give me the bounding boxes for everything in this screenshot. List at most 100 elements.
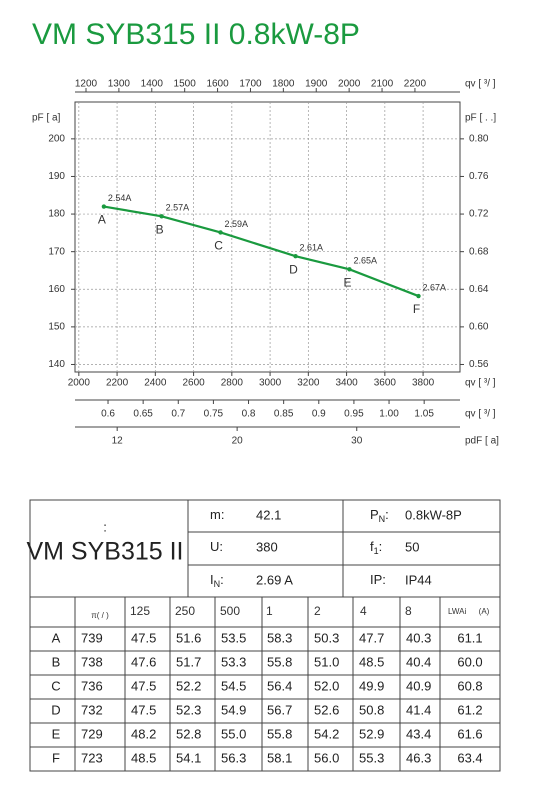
plot-frame — [74, 101, 461, 373]
x-tick-label: 3000 — [259, 378, 282, 389]
table-header: 2 — [314, 604, 321, 618]
spec-subscript: N — [379, 514, 386, 524]
spec-symbol: I — [210, 572, 214, 587]
table-cell: 54.5 — [221, 678, 246, 693]
table-cell: 55.0 — [221, 726, 246, 741]
x3-tick-label: 0.6 — [101, 409, 115, 420]
x3-tick-label: 1.00 — [379, 409, 399, 420]
spec-symbol: m: — [210, 507, 224, 522]
x2-tick-label: 1700 — [239, 79, 262, 90]
x2-axis-label: qv [ ³/ ] — [465, 79, 496, 90]
x-tick-label: 2200 — [106, 378, 129, 389]
x3-axis-label: qv [ ³/ ] — [465, 409, 496, 420]
point-letter: A — [98, 213, 106, 227]
table-header: LWAi — [448, 607, 466, 616]
x2-tick-label: 1400 — [141, 79, 164, 90]
x3-tick-label: 0.9 — [312, 409, 326, 420]
spec-value: 0.8kW-8P — [405, 507, 462, 522]
x2-tick-label: 1500 — [174, 79, 197, 90]
point-current: 2.65A — [353, 256, 377, 266]
table-header: 250 — [175, 604, 195, 618]
spec-symbol: f — [370, 539, 374, 554]
row-label: E — [52, 726, 61, 741]
point-letter: D — [289, 262, 298, 276]
spec-subscript: 1 — [374, 546, 379, 556]
table-cell: 56.0 — [314, 750, 339, 765]
point — [218, 230, 223, 235]
x4-tick-label: 20 — [232, 436, 244, 447]
table-cell: 48.5 — [131, 750, 156, 765]
table-cell: 46.3 — [406, 750, 431, 765]
spec-label: U: — [210, 539, 223, 554]
x3-tick-label: 0.85 — [274, 409, 294, 420]
table-cell: 61.2 — [457, 702, 482, 717]
chart-title: VM SYB315 II 0.8kW-8P — [32, 18, 360, 51]
table-cell: 47.6 — [131, 654, 156, 669]
x-tick-label: 3600 — [374, 378, 397, 389]
table-cell: 48.5 — [359, 654, 384, 669]
spec-label: f1: — [370, 539, 382, 556]
spec-label: m: — [210, 507, 224, 522]
spec-symbol: IP: — [370, 572, 386, 587]
table-cell: 50.3 — [314, 630, 339, 645]
x3-tick-label: 0.75 — [204, 409, 224, 420]
table-lines — [29, 499, 501, 772]
table-cell: 56.7 — [267, 702, 292, 717]
table-cell: 53.3 — [221, 654, 246, 669]
x2-tick-label: 1800 — [272, 79, 295, 90]
table-cell: 739 — [81, 630, 103, 645]
point-letter: C — [214, 239, 223, 253]
point-current: 2.59A — [225, 219, 249, 229]
x2-tick-label: 1200 — [75, 79, 98, 90]
table-header: 125 — [130, 604, 150, 618]
y2-tick-label: 0.64 — [469, 284, 489, 295]
table-cell: 738 — [81, 654, 103, 669]
point — [159, 214, 164, 219]
x3-tick-label: 0.95 — [344, 409, 364, 420]
x2-tick-label: 2100 — [371, 79, 394, 90]
x4-tick-label: 30 — [351, 436, 363, 447]
table-cell: 63.4 — [457, 750, 482, 765]
table-cell: 52.0 — [314, 678, 339, 693]
spec-value: 380 — [256, 539, 278, 554]
y-tick-label: 190 — [48, 171, 65, 182]
table-cell: 51.6 — [176, 630, 201, 645]
spec-value: 2.69 A — [256, 572, 293, 587]
y2-tick-label: 0.56 — [469, 359, 489, 370]
x-tick-label: 2000 — [68, 378, 91, 389]
y2-tick-label: 0.60 — [469, 322, 489, 333]
table-cell: 729 — [81, 726, 103, 741]
table-cell: 47.5 — [131, 630, 156, 645]
table-cell: 736 — [81, 678, 103, 693]
point-letter: F — [413, 302, 420, 316]
y-axis-label: pF [ a] — [32, 113, 61, 124]
spec-value: 50 — [405, 539, 419, 554]
table-header: 1 — [266, 604, 273, 618]
table-cell: 56.4 — [267, 678, 292, 693]
spec-colon: : — [385, 507, 389, 522]
table-cell: 54.9 — [221, 702, 246, 717]
y2-axis-label: pF [ . .] — [465, 113, 496, 124]
spec-colon: : — [379, 539, 383, 554]
spec-label: PN: — [370, 507, 389, 524]
x-tick-label: 3800 — [412, 378, 435, 389]
x2-tick-label: 2000 — [338, 79, 361, 90]
point-current: 2.57A — [166, 203, 190, 213]
table-cell: 61.6 — [457, 726, 482, 741]
table-cell: 47.7 — [359, 630, 384, 645]
row-label: B — [52, 654, 61, 669]
table-cell: 58.3 — [267, 630, 292, 645]
x4-tick-label: 12 — [112, 436, 124, 447]
table-cell: 51.7 — [176, 654, 201, 669]
table-cell: 50.8 — [359, 702, 384, 717]
y2-tick-label: 0.76 — [469, 171, 489, 182]
table-cell: 60.0 — [457, 654, 482, 669]
table-cell: 47.5 — [131, 678, 156, 693]
table-cell: 732 — [81, 702, 103, 717]
spec-value: IP44 — [405, 572, 432, 587]
table-cell: 47.5 — [131, 702, 156, 717]
x-tick-label: 2600 — [182, 378, 205, 389]
x2-tick-label: 2200 — [404, 79, 427, 90]
table-cell: 55.8 — [267, 726, 292, 741]
x-tick-label: 3400 — [335, 378, 358, 389]
